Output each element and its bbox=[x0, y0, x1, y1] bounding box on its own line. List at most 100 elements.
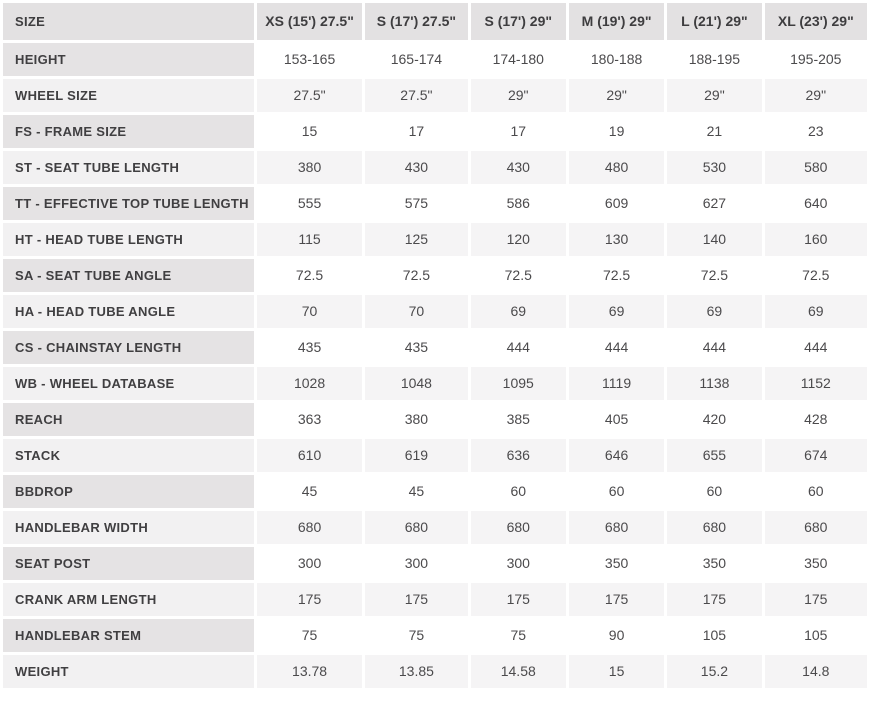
cell: 435 bbox=[256, 331, 363, 364]
cell: 90 bbox=[568, 619, 665, 652]
cell: 300 bbox=[256, 547, 363, 580]
cell: 610 bbox=[256, 439, 363, 472]
row-label: WEIGHT bbox=[3, 655, 254, 688]
row-label: ST - SEAT TUBE LENGTH bbox=[3, 151, 254, 184]
table-row: CRANK ARM LENGTH 175 175 175 175 175 175 bbox=[3, 583, 867, 616]
cell: 125 bbox=[365, 223, 468, 256]
cell: 350 bbox=[764, 547, 867, 580]
cell: 627 bbox=[667, 187, 762, 220]
cell: 363 bbox=[256, 403, 363, 436]
cell: 153-165 bbox=[256, 43, 363, 76]
cell: 350 bbox=[568, 547, 665, 580]
cell: 405 bbox=[568, 403, 665, 436]
table-row: SA - SEAT TUBE ANGLE 72.5 72.5 72.5 72.5 72.5… bbox=[3, 259, 867, 292]
cell: 60 bbox=[667, 475, 762, 508]
cell: 680 bbox=[764, 511, 867, 544]
cell: 1048 bbox=[365, 367, 468, 400]
cell: 646 bbox=[568, 439, 665, 472]
cell: 380 bbox=[256, 151, 363, 184]
cell: 21 bbox=[667, 115, 762, 148]
cell: 680 bbox=[470, 511, 566, 544]
cell: 27.5" bbox=[365, 79, 468, 112]
cell: 1119 bbox=[568, 367, 665, 400]
cell: 75 bbox=[256, 619, 363, 652]
column-header: M (19') 29" bbox=[568, 3, 665, 40]
table-row: CS - CHAINSTAY LENGTH 435 435 444 444 444 444 bbox=[3, 331, 867, 364]
cell: 444 bbox=[764, 331, 867, 364]
table-row: WB - WHEEL DATABASE 1028 1048 1095 1119 1138 1… bbox=[3, 367, 867, 400]
cell: 680 bbox=[256, 511, 363, 544]
cell: 175 bbox=[365, 583, 468, 616]
column-header: S (17') 29" bbox=[470, 3, 566, 40]
cell: 609 bbox=[568, 187, 665, 220]
cell: 300 bbox=[470, 547, 566, 580]
cell: 430 bbox=[365, 151, 468, 184]
cell: 435 bbox=[365, 331, 468, 364]
cell: 72.5 bbox=[568, 259, 665, 292]
table-row: HEIGHT 153-165 165-174 174-180 180-188 188-19… bbox=[3, 43, 867, 76]
row-label: HANDLEBAR WIDTH bbox=[3, 511, 254, 544]
cell: 428 bbox=[764, 403, 867, 436]
cell: 130 bbox=[568, 223, 665, 256]
cell: 72.5 bbox=[365, 259, 468, 292]
column-header: XL (23') 29" bbox=[764, 3, 867, 40]
row-label: HA - HEAD TUBE ANGLE bbox=[3, 295, 254, 328]
cell: 69 bbox=[470, 295, 566, 328]
cell: 165-174 bbox=[365, 43, 468, 76]
cell: 444 bbox=[667, 331, 762, 364]
cell: 188-195 bbox=[667, 43, 762, 76]
cell: 1095 bbox=[470, 367, 566, 400]
cell: 680 bbox=[667, 511, 762, 544]
cell: 23 bbox=[764, 115, 867, 148]
cell: 680 bbox=[568, 511, 665, 544]
cell: 19 bbox=[568, 115, 665, 148]
cell: 195-205 bbox=[764, 43, 867, 76]
cell: 174-180 bbox=[470, 43, 566, 76]
cell: 15.2 bbox=[667, 655, 762, 688]
cell: 350 bbox=[667, 547, 762, 580]
cell: 480 bbox=[568, 151, 665, 184]
cell: 1138 bbox=[667, 367, 762, 400]
row-label: FS - FRAME SIZE bbox=[3, 115, 254, 148]
cell: 29" bbox=[470, 79, 566, 112]
cell: 105 bbox=[667, 619, 762, 652]
cell: 575 bbox=[365, 187, 468, 220]
cell: 580 bbox=[764, 151, 867, 184]
table-row: ST - SEAT TUBE LENGTH 380 430 430 480 530 580 bbox=[3, 151, 867, 184]
cell: 175 bbox=[256, 583, 363, 616]
cell: 680 bbox=[365, 511, 468, 544]
column-header: L (21') 29" bbox=[667, 3, 762, 40]
size-corner-header: SIZE bbox=[3, 3, 254, 40]
row-label: CS - CHAINSTAY LENGTH bbox=[3, 331, 254, 364]
row-label: SA - SEAT TUBE ANGLE bbox=[3, 259, 254, 292]
table-row: HT - HEAD TUBE LENGTH 115 125 120 130 140 160 bbox=[3, 223, 867, 256]
cell: 636 bbox=[470, 439, 566, 472]
table-row: REACH 363 380 385 405 420 428 bbox=[3, 403, 867, 436]
cell: 75 bbox=[365, 619, 468, 652]
bike-size-spec-table: SIZE XS (15') 27.5" S (17') 27.5" S (17') … bbox=[3, 3, 867, 688]
cell: 69 bbox=[667, 295, 762, 328]
table-row: HANDLEBAR WIDTH 680 680 680 680 680 680 bbox=[3, 511, 867, 544]
cell: 72.5 bbox=[256, 259, 363, 292]
cell: 175 bbox=[667, 583, 762, 616]
cell: 444 bbox=[568, 331, 665, 364]
cell: 17 bbox=[365, 115, 468, 148]
cell: 674 bbox=[764, 439, 867, 472]
column-header: XS (15') 27.5" bbox=[256, 3, 363, 40]
cell: 60 bbox=[568, 475, 665, 508]
cell: 555 bbox=[256, 187, 363, 220]
table-row: HA - HEAD TUBE ANGLE 70 70 69 69 69 69 bbox=[3, 295, 867, 328]
cell: 175 bbox=[470, 583, 566, 616]
row-label: HT - HEAD TUBE LENGTH bbox=[3, 223, 254, 256]
table-row: BBDROP 45 45 60 60 60 60 bbox=[3, 475, 867, 508]
cell: 430 bbox=[470, 151, 566, 184]
row-label: WHEEL SIZE bbox=[3, 79, 254, 112]
column-header: S (17') 27.5" bbox=[365, 3, 468, 40]
cell: 586 bbox=[470, 187, 566, 220]
table-row: WEIGHT 13.78 13.85 14.58 15 15.2 14.8 bbox=[3, 655, 867, 688]
cell: 29" bbox=[667, 79, 762, 112]
cell: 72.5 bbox=[667, 259, 762, 292]
cell: 655 bbox=[667, 439, 762, 472]
row-label: SEAT POST bbox=[3, 547, 254, 580]
cell: 105 bbox=[764, 619, 867, 652]
